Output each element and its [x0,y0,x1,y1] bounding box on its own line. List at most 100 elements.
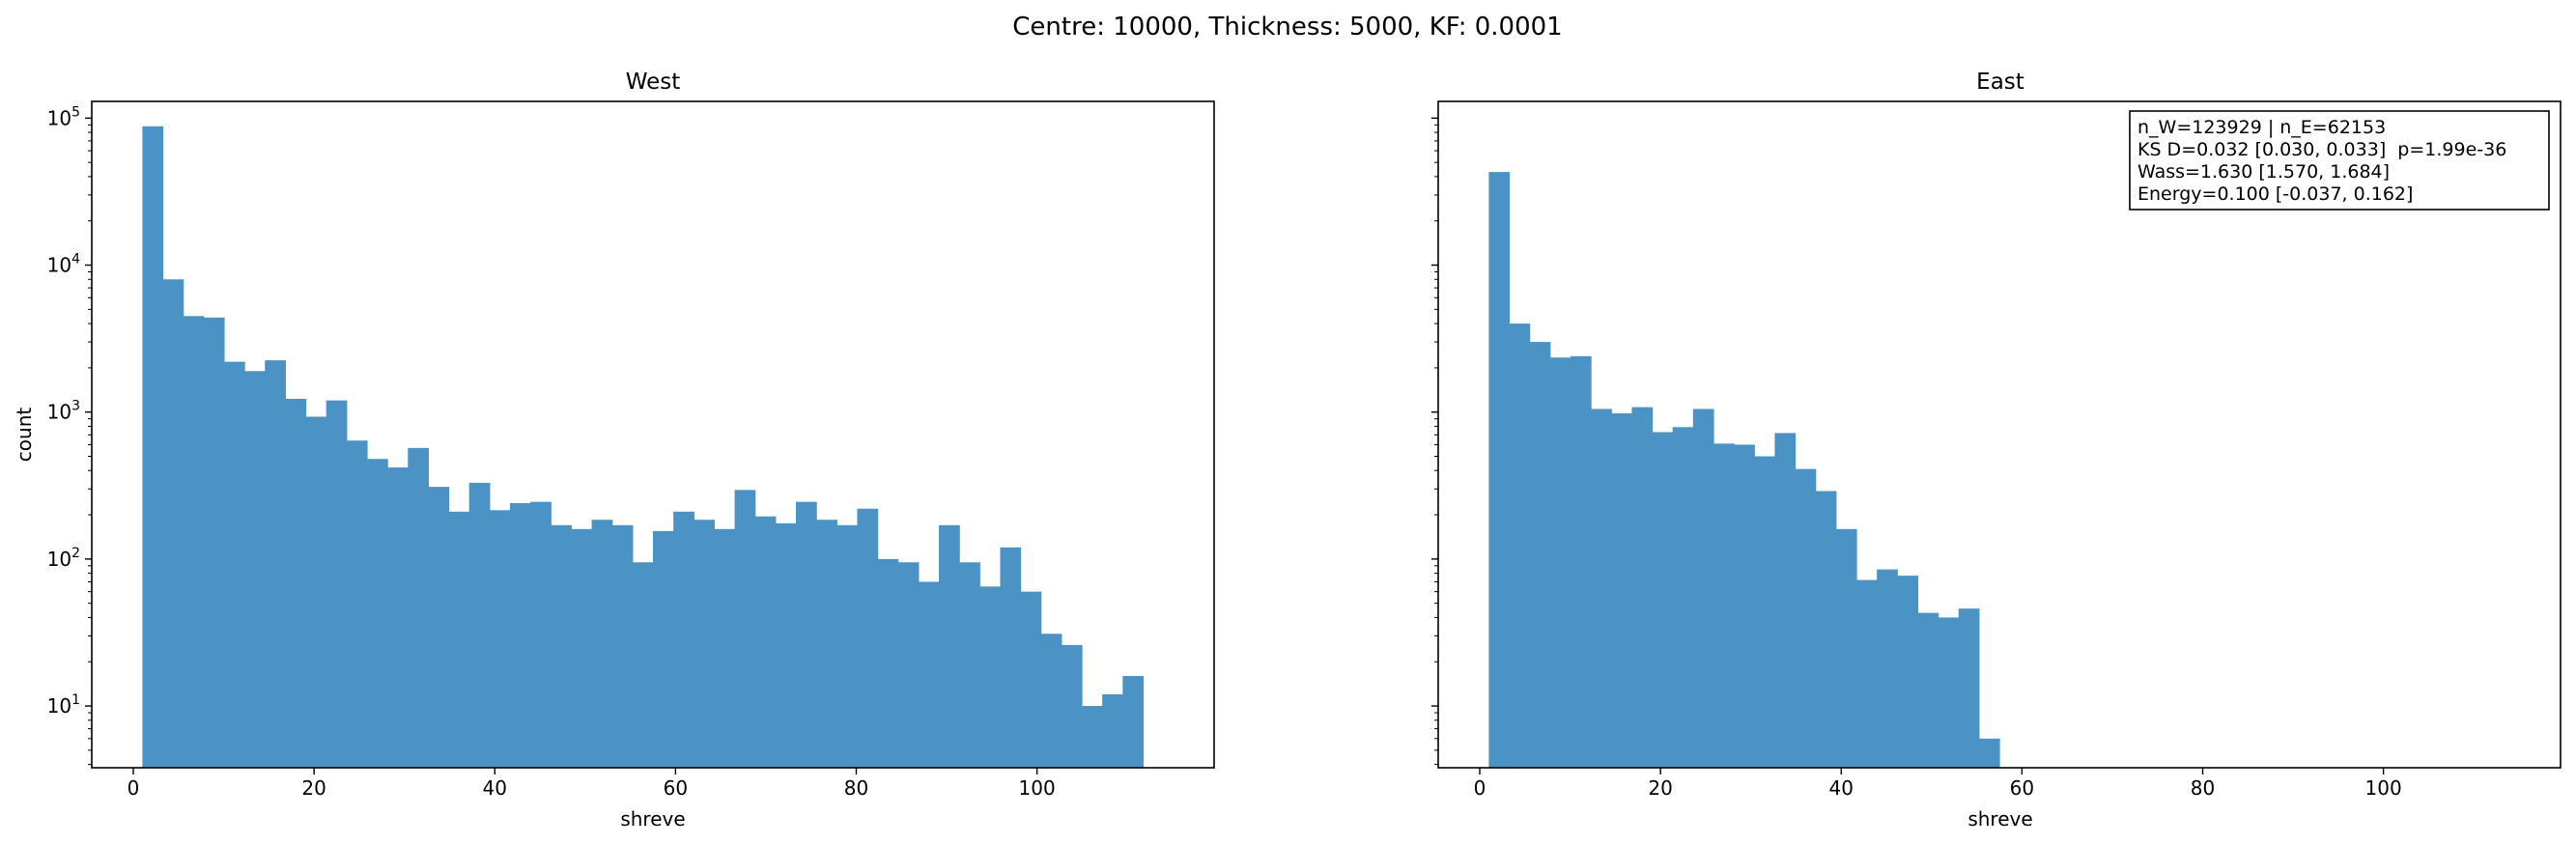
east-bar [1509,324,1531,768]
west-bar [897,562,920,768]
west-bar [468,482,491,768]
east-bar [1713,443,1735,768]
east-bar [1754,456,1776,768]
west-bar [796,501,817,768]
east-bars [1488,172,2000,768]
east-bar [1591,408,1612,768]
west-y-axis-label: count [13,408,36,463]
east-bar [1672,427,1694,768]
west-bar [408,447,430,768]
west-bar [203,317,225,768]
west-bar [346,440,368,768]
stats-line-wass: Wass=1.630 [1.570, 1.684] [2137,161,2390,183]
east-bar [1631,407,1654,768]
west-x-tick-label: 40 [483,776,507,800]
west-y-tick-label: 102 [47,546,80,571]
west-bar [877,558,899,768]
west-bar [673,511,694,768]
west-y-tick-label: 105 [47,104,80,129]
east-x-tick-label: 60 [2010,776,2034,800]
west-bar [939,524,960,768]
east-bar [1570,355,1592,768]
east-bar [1652,432,1674,768]
west-bar [979,586,1002,768]
west-bar [1061,644,1083,768]
west-bar [509,503,531,768]
east-panel-title: East [1976,70,2024,95]
west-bar [918,581,940,768]
west-bar [734,490,756,768]
east-bar [1938,617,1960,768]
west-y-tick-label: 101 [47,692,80,718]
east-x-tick-label: 100 [2365,776,2402,800]
west-bar [653,530,674,768]
west-bar [326,400,348,768]
west-bars [142,126,1145,768]
west-bar [183,316,205,768]
west-bar [1020,591,1042,768]
west-bar [305,416,327,768]
west-plot-frame [91,100,1215,769]
east-panel: East 0 20 40 60 80 100 shreve n_W=123929 | n_… [1431,70,2562,831]
stats-line-energy: Energy=0.100 [-0.037, 0.162] [2137,183,2413,205]
east-bar [1692,408,1714,768]
east-bar [1734,444,1755,768]
west-bar [857,508,879,768]
east-bar [1897,576,1919,768]
stats-box: n_W=123929 | n_E=62153 KS D=0.032 [0.030… [2129,110,2550,211]
east-bar [1958,608,1980,768]
west-bar [1102,694,1123,768]
west-y-tick-label: 104 [47,252,80,277]
west-bar [244,371,266,768]
west-bar [1000,547,1022,768]
east-bar [1917,612,1939,768]
east-x-tick-label: 80 [2191,776,2215,800]
west-bar [1122,675,1145,768]
west-bar [611,524,634,768]
west-bar [162,279,184,768]
east-bar [1795,468,1817,768]
west-bar [591,520,613,768]
east-bar [1774,433,1797,768]
east-bar [1549,357,1571,768]
west-bar [551,524,573,768]
west-bar [366,459,388,768]
east-x-tick-label: 40 [1829,776,1854,800]
west-bar [428,487,450,768]
west-x-tick-label: 100 [1019,776,1056,800]
west-bar [1082,706,1103,768]
west-bar [632,562,654,768]
east-bar [1855,579,1878,768]
west-bar [694,520,716,768]
west-bar [754,516,777,768]
stats-box-frame [2129,110,2550,211]
west-bar [142,126,164,768]
west-bar [959,562,980,768]
west-bar [714,528,736,768]
west-bar [489,510,511,768]
west-ticks: 0 20 40 60 80 100 101 102 103 104 105 [47,104,1056,800]
west-x-tick-label: 20 [301,776,326,800]
east-bar [1877,569,1898,768]
figure-suptitle: Centre: 10000, Thickness: 5000, KF: 0.00… [1012,13,1562,42]
west-bar [836,524,859,768]
stats-line-ks: KS D=0.032 [0.030, 0.033] p=1.99e-36 [2137,139,2506,160]
west-x-tick-label: 80 [844,776,868,800]
east-x-tick-label: 20 [1648,776,1672,800]
east-bar [1815,491,1837,768]
west-bar [285,399,307,768]
west-bar [530,501,552,768]
west-x-tick-label: 0 [127,776,140,800]
east-x-tick-label: 0 [1474,776,1486,800]
west-y-tick-label: 103 [47,399,80,424]
west-bar [448,511,470,768]
east-plot-frame [1437,100,2562,769]
west-bar [387,467,409,768]
west-bar [571,528,593,768]
east-bar [1488,172,1511,768]
east-bar [1978,738,2000,768]
west-bar [265,360,287,768]
east-x-axis-label: shreve [1967,807,2032,831]
